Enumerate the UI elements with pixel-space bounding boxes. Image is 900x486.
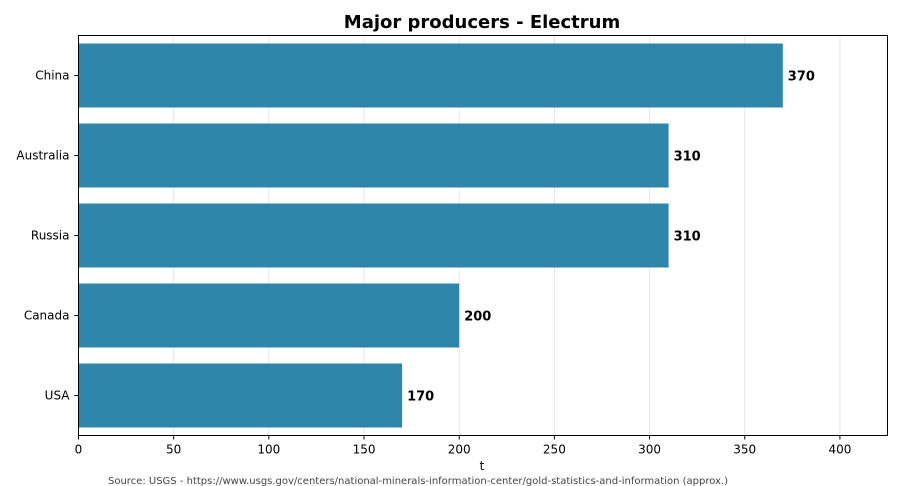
bar-canada: [78, 283, 460, 348]
value-labels-group: 370 310 310 200 170: [407, 70, 815, 405]
bars-group: [78, 43, 783, 428]
bar-china: [78, 43, 783, 108]
bar-russia: [78, 203, 669, 268]
x-tick-label: 150: [353, 443, 376, 457]
x-tick-label: 200: [448, 443, 471, 457]
x-axis-label: t: [480, 459, 485, 473]
y-axis-ticks: China Australia Russia Canada USA: [16, 69, 79, 403]
source-note: Source: USGS - https://www.usgs.gov/cent…: [108, 476, 728, 486]
x-axis-ticks: 0 50 100 150 200 250 300 350 400: [75, 435, 851, 457]
y-tick-label: USA: [45, 389, 71, 403]
value-label: 310: [674, 150, 701, 165]
y-tick-label: Russia: [31, 229, 70, 243]
x-tick-label: 300: [638, 443, 661, 457]
x-tick-label: 50: [166, 443, 181, 457]
value-label: 170: [407, 390, 434, 405]
x-tick-label: 100: [257, 443, 280, 457]
x-tick-label: 0: [75, 443, 83, 457]
x-tick-label: 350: [733, 443, 756, 457]
bar-australia: [78, 123, 669, 188]
y-tick-label: Canada: [24, 309, 70, 323]
bar-usa: [78, 363, 403, 428]
x-tick-label: 400: [828, 443, 851, 457]
value-label: 200: [464, 310, 491, 325]
x-tick-label: 250: [543, 443, 566, 457]
value-label: 370: [788, 70, 815, 85]
y-tick-label: China: [35, 69, 69, 83]
value-label: 310: [674, 230, 701, 245]
y-tick-label: Australia: [16, 149, 69, 163]
chart-title: Major producers - Electrum: [344, 12, 620, 33]
